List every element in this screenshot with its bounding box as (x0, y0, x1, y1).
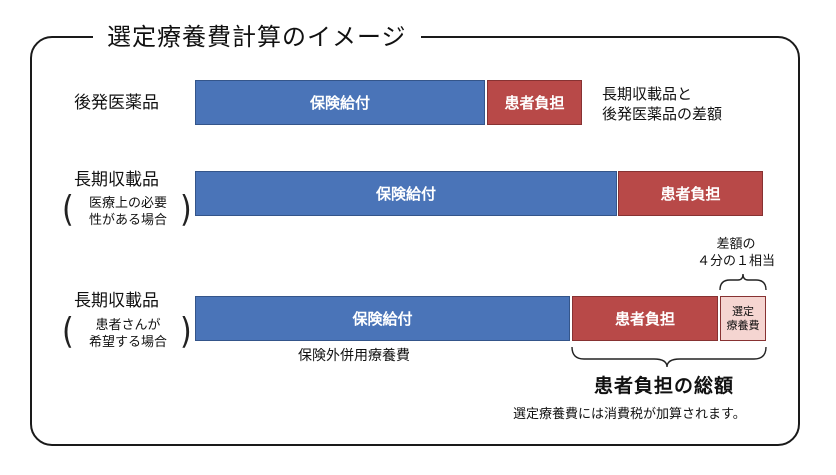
row-preference-right-bracket: ) (180, 310, 192, 353)
page-title: 選定療養費計算のイメージ (93, 22, 421, 52)
quarter-difference-note: 差額の ４分の１相当 (697, 237, 776, 269)
row-necessary-insurance-bar: 保険給付 (195, 171, 617, 216)
row-preference-label: 長期収載品 (74, 291, 159, 311)
quarter-brace (719, 273, 767, 291)
total-patient-burden-label: 患者負担の総額 (594, 375, 735, 397)
row-preference-sublabel: 患者さんが 希望する場合 (88, 318, 167, 350)
row-necessary-label: 長期収載品 (74, 170, 159, 190)
consumption-tax-footnote: 選定療養費には消費税が加算されます。 (513, 407, 746, 422)
total-brace (571, 346, 767, 368)
row-generic-label: 後発医薬品 (74, 93, 159, 113)
row-generic-patient-bar: 患者負担 (487, 80, 582, 125)
row-preference-patient-bar: 患者負担 (572, 296, 718, 341)
row-necessary-left-bracket: ( (62, 188, 74, 231)
row-preference-left-bracket: ( (62, 310, 74, 353)
row-preference-insurance-bar: 保険給付 (195, 296, 570, 341)
mixed-care-cost-label: 保険外併用療養費 (298, 348, 410, 364)
row-necessary-right-bracket: ) (180, 188, 192, 231)
row-necessary-sublabel: 医療上の必要 性がある場合 (88, 196, 167, 228)
row-generic-difference-note: 長期収載品と 後発医薬品の差額 (602, 85, 723, 123)
row-generic-insurance-bar: 保険給付 (195, 80, 485, 125)
row-necessary-patient-bar: 患者負担 (618, 171, 763, 216)
row-preference-selective-bar: 選定 療養費 (720, 296, 766, 341)
